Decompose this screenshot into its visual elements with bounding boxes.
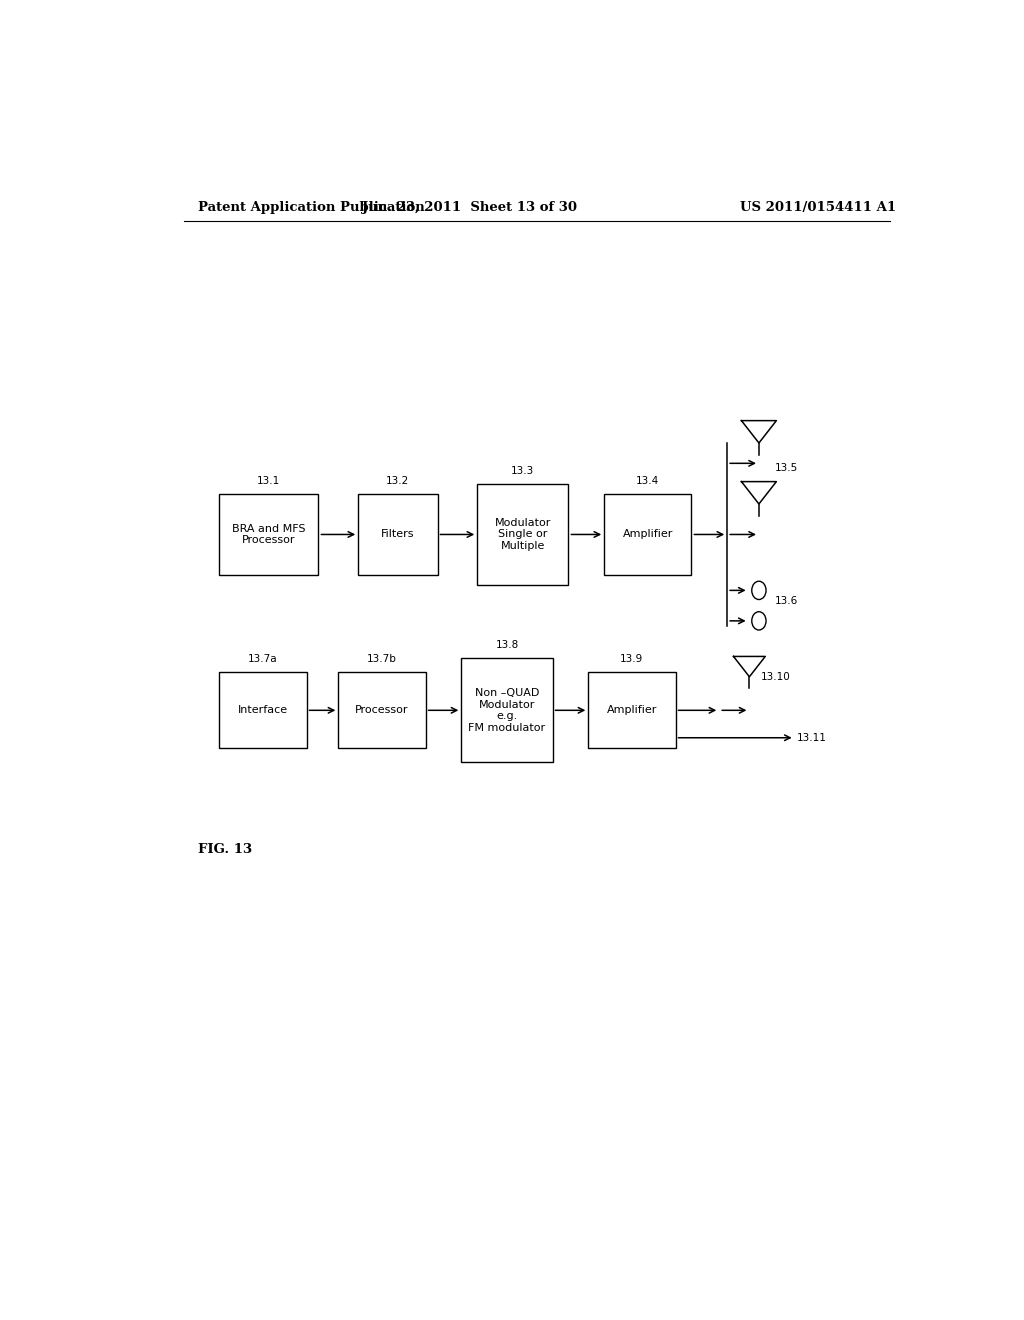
Text: Non –QUAD
Modulator
e.g.
FM modulator: Non –QUAD Modulator e.g. FM modulator bbox=[468, 688, 546, 733]
Text: Processor: Processor bbox=[355, 705, 409, 715]
Text: 13.11: 13.11 bbox=[797, 733, 826, 743]
Bar bbox=[338, 672, 426, 748]
Text: 13.7a: 13.7a bbox=[248, 653, 278, 664]
Bar bbox=[358, 494, 437, 576]
Bar bbox=[461, 659, 553, 762]
Text: 13.1: 13.1 bbox=[257, 475, 281, 486]
Text: 13.4: 13.4 bbox=[636, 475, 659, 486]
Text: 13.10: 13.10 bbox=[761, 672, 792, 681]
Bar bbox=[219, 494, 318, 576]
Text: Interface: Interface bbox=[238, 705, 288, 715]
Bar bbox=[604, 494, 691, 576]
Text: 13.6: 13.6 bbox=[775, 595, 798, 606]
Bar bbox=[477, 483, 568, 585]
Bar bbox=[588, 672, 676, 748]
Text: FIG. 13: FIG. 13 bbox=[198, 843, 252, 857]
Text: 13.5: 13.5 bbox=[775, 463, 798, 474]
Text: Jun. 23, 2011  Sheet 13 of 30: Jun. 23, 2011 Sheet 13 of 30 bbox=[361, 201, 577, 214]
Text: Patent Application Publication: Patent Application Publication bbox=[198, 201, 425, 214]
Text: Filters: Filters bbox=[381, 529, 415, 540]
Text: 13.8: 13.8 bbox=[496, 640, 518, 651]
Text: 13.7b: 13.7b bbox=[367, 653, 397, 664]
Text: US 2011/0154411 A1: US 2011/0154411 A1 bbox=[740, 201, 896, 214]
Text: 13.3: 13.3 bbox=[511, 466, 535, 475]
Text: Amplifier: Amplifier bbox=[623, 529, 673, 540]
Bar bbox=[219, 672, 306, 748]
Text: Modulator
Single or
Multiple: Modulator Single or Multiple bbox=[495, 517, 551, 550]
Text: Amplifier: Amplifier bbox=[607, 705, 657, 715]
Text: 13.9: 13.9 bbox=[621, 653, 643, 664]
Text: BRA and MFS
Processor: BRA and MFS Processor bbox=[232, 524, 305, 545]
Text: 13.2: 13.2 bbox=[386, 475, 410, 486]
